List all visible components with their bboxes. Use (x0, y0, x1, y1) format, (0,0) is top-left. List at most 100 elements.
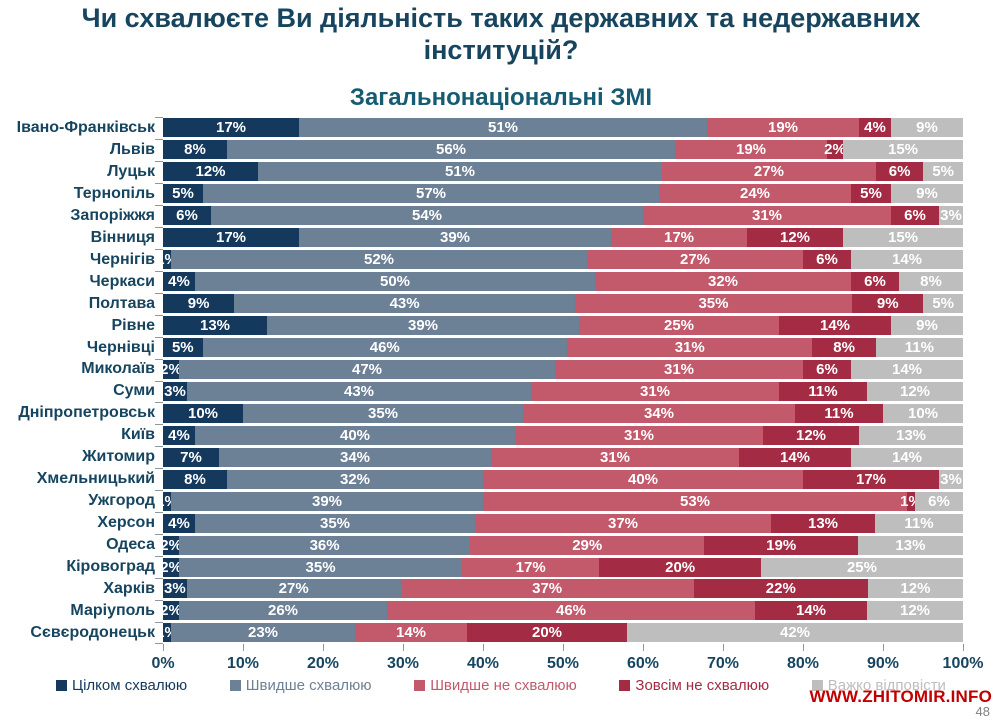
bar-segment: 12% (867, 601, 963, 621)
bar-segment: 42% (627, 623, 963, 643)
bar-value-label: 4% (168, 426, 190, 444)
bar-track: 5% 46% 31% 8% 11% (163, 338, 963, 357)
bar-segment: 25% (579, 316, 779, 336)
bar-value-label: 15% (887, 229, 919, 247)
bar-segment: 10% (883, 403, 963, 423)
bar-value-label: 2% (160, 360, 182, 378)
bar-segment: 14% (355, 623, 467, 643)
bar-segment: 15% (843, 140, 963, 160)
bar-value-label: 39% (407, 317, 439, 335)
legend-swatch (56, 680, 67, 691)
legend-item: Зовсім не схвалюю (619, 677, 769, 694)
bar-segment: 31% (555, 359, 803, 379)
y-axis-tick (155, 117, 163, 118)
bar-value-label: 25% (663, 317, 695, 335)
bar-segment: 4% (163, 272, 195, 292)
bar-segment: 14% (851, 447, 963, 467)
bar-segment: 6% (803, 359, 851, 379)
bar-segment: 4% (163, 425, 195, 445)
chart-row: 17% 51% 19% 4% 9% (163, 117, 963, 139)
bar-value-label: 3% (940, 470, 962, 488)
bar-segment: 32% (595, 272, 851, 292)
y-axis-tick (155, 512, 163, 514)
legend-item: Цілком схвалюю (56, 677, 187, 694)
bar-value-label: 6% (864, 273, 886, 291)
bar-segment: 13% (857, 535, 963, 555)
bar-segment: 17% (611, 228, 747, 248)
bar-value-label: 9% (916, 119, 938, 137)
bar-segment: 14% (755, 601, 867, 621)
bar-segment: 2% (160, 359, 182, 379)
bar-track: 5% 57% 24% 5% 9% (163, 184, 963, 204)
y-axis-tick (155, 204, 163, 206)
bar-segment: 51% (299, 118, 707, 138)
x-axis-tick (483, 644, 484, 651)
bar-track: 7% 34% 31% 14% 14% (163, 447, 963, 467)
chart-legend: Цілком схвалюю Швидше схвалюю Швидше не сх… (56, 677, 946, 694)
y-axis-tick (155, 138, 163, 140)
bar-segment: 5% (163, 338, 203, 357)
bar-segment: 7% (163, 447, 219, 467)
chart-row: 3% 27% 37% 22% 12% (163, 578, 963, 600)
bar-value-label: 42% (779, 624, 811, 642)
bar-track: 1% 52% 27% 6% 14% (156, 250, 963, 270)
chart-row: 5% 46% 31% 8% 11% (163, 337, 963, 359)
chart-row: 12% 51% 27% 6% 5% (163, 161, 963, 183)
y-axis-tick (155, 402, 163, 404)
bar-segment: 2% (160, 601, 182, 621)
bar-segment: 11% (795, 403, 883, 423)
bar-value-label: 46% (555, 602, 587, 620)
x-axis-label: 20% (306, 655, 340, 672)
bar-track: 6% 54% 31% 6% 3% (163, 206, 963, 226)
bar-value-label: 27% (679, 251, 711, 269)
legend-item: Швидше не схвалюю (414, 677, 577, 694)
bar-segment: 12% (747, 228, 843, 248)
bar-value-label: 9% (187, 295, 210, 313)
bar-segment: 31% (643, 206, 891, 226)
bar-value-label: 20% (531, 624, 563, 642)
bar-segment: 27% (186, 579, 401, 599)
bar-value-label: 2% (160, 536, 182, 554)
bar-value-label: 17% (215, 229, 247, 247)
bar-value-label: 31% (599, 448, 631, 466)
bar-value-label: 31% (674, 339, 705, 356)
bar-track: 12% 51% 27% 6% 5% (163, 162, 963, 182)
category-label: Луцьк (107, 162, 155, 180)
bar-value-label: 8% (920, 273, 942, 291)
bar-value-label: 5% (932, 295, 955, 313)
bar-segment: 17% (163, 228, 299, 248)
y-axis-tick (155, 248, 163, 250)
bar-track: 3% 27% 37% 22% 12% (163, 579, 963, 599)
bar-segment: 27% (587, 250, 803, 270)
legend-label: Зовсім не схвалюю (635, 677, 770, 694)
bar-segment: 6% (851, 272, 899, 292)
bar-value-label: 5% (932, 163, 955, 181)
chart-subtitle: Загальнонаціональні ЗМІ (349, 84, 653, 111)
category-label: Херсон (97, 514, 155, 532)
y-axis-tick (155, 534, 163, 536)
category-label: Вінниця (90, 228, 155, 246)
bar-segment: 37% (400, 579, 694, 599)
bar-segment: 26% (179, 601, 387, 621)
bar-value-label: 27% (278, 580, 309, 598)
bar-value-label: 8% (833, 339, 855, 356)
bar-value-label: 43% (343, 382, 375, 400)
bar-value-label: 32% (339, 470, 371, 488)
bar-value-label: 26% (267, 602, 299, 620)
bar-segment: 31% (491, 447, 739, 467)
bar-segment: 8% (899, 272, 963, 292)
bar-value-label: 12% (900, 580, 931, 598)
bar-value-label: 3% (164, 580, 186, 598)
bar-value-label: 31% (623, 426, 655, 444)
chart-row: 4% 40% 31% 12% 13% (163, 424, 963, 446)
category-label: Чернігів (90, 250, 155, 268)
y-axis-tick (155, 160, 163, 162)
bar-segment: 1% (900, 491, 922, 511)
bar-segment: 39% (267, 316, 579, 336)
bar-segment: 23% (171, 623, 355, 643)
x-axis-label: 70% (706, 655, 740, 672)
x-axis-tick (243, 644, 244, 651)
bar-value-label: 9% (916, 317, 938, 335)
y-axis-tick (155, 270, 163, 272)
